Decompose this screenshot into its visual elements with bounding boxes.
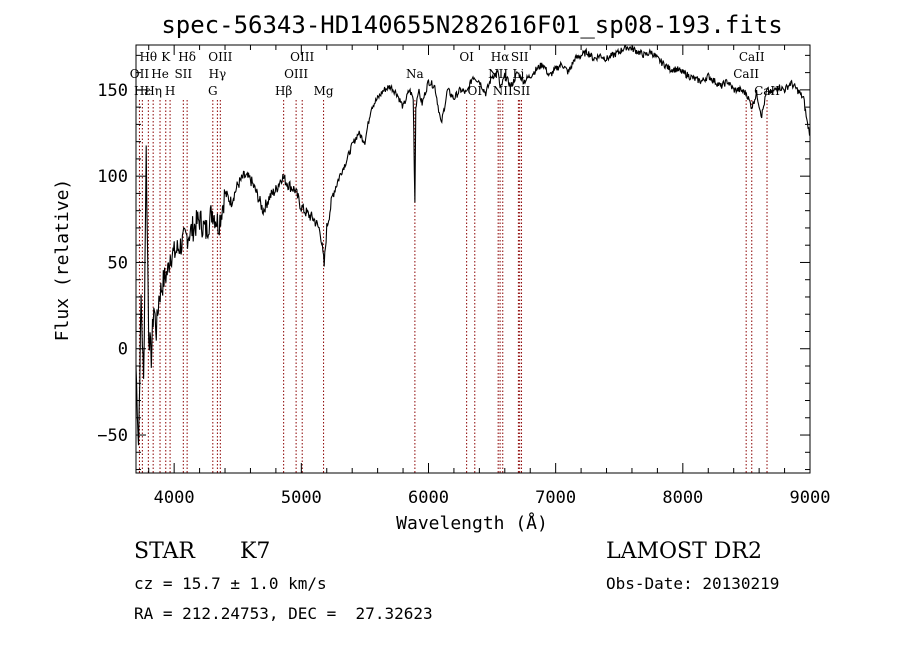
object-class: STAR: [134, 539, 195, 564]
plot-frame: [135, 44, 811, 474]
line-label: Na: [406, 67, 424, 81]
y-tick-label: 50: [108, 253, 128, 273]
line-label: H: [165, 84, 175, 98]
survey-name: LAMOST DR2: [606, 539, 762, 564]
y-axis-label: Flux (relative): [52, 179, 73, 342]
line-label: Hβ: [275, 84, 292, 98]
line-label: G: [208, 84, 218, 98]
line-label: OIII: [208, 50, 232, 64]
y-tick-label: 150: [97, 81, 128, 101]
line-label: Hη: [144, 84, 162, 98]
spectrum-line: [135, 44, 811, 446]
line-label: SII: [513, 84, 531, 98]
line-markers: [138, 100, 768, 473]
y-tick-label: 0: [118, 340, 128, 360]
line-label: OI: [459, 50, 474, 64]
x-tick-label: 4000: [154, 488, 195, 508]
line-label: CaII: [739, 50, 765, 64]
line-label: SII: [511, 50, 529, 64]
line-label: OI: [467, 84, 482, 98]
coordinates-text: RA = 212.24753, DEC = 27.32623: [134, 604, 433, 623]
x-tick-label: 6000: [408, 488, 449, 508]
line-label: Hδ: [178, 50, 196, 64]
x-axis-label: Wavelength (Å): [396, 512, 548, 534]
line-label: He: [151, 67, 169, 81]
line-label: CaII: [733, 67, 759, 81]
line-label: NII: [493, 84, 513, 98]
line-label: CaII: [754, 84, 780, 98]
chart-title: spec-56343-HD140655N282616F01_sp08-193.f…: [161, 11, 782, 39]
line-label: OII: [130, 67, 150, 81]
x-tick-label: 5000: [281, 488, 322, 508]
object-subclass: K7: [240, 539, 271, 564]
redshift-text: cz = 15.7 ± 1.0 km/s: [134, 574, 327, 593]
obs-date-text: Obs-Date: 20130219: [606, 574, 780, 593]
line-label: K: [161, 50, 171, 64]
line-label: Hε: [134, 84, 151, 98]
x-axis: 4000 5000 6000 7000 8000 9000: [148, 45, 831, 508]
line-label: Hγ: [209, 67, 227, 81]
x-tick-label: 9000: [790, 488, 831, 508]
line-label: SII: [174, 67, 192, 81]
line-label: Mg: [314, 84, 334, 98]
line-label: OIII: [290, 50, 314, 64]
y-axis: −50 0 50 100 150: [97, 54, 810, 471]
y-tick-label: 100: [97, 167, 128, 187]
x-tick-label: 7000: [535, 488, 576, 508]
line-label: OIII: [284, 67, 308, 81]
y-tick-label: −50: [97, 426, 128, 446]
line-label: Hθ: [139, 50, 157, 64]
x-tick-label: 8000: [662, 488, 703, 508]
line-label: Hα: [491, 50, 510, 64]
